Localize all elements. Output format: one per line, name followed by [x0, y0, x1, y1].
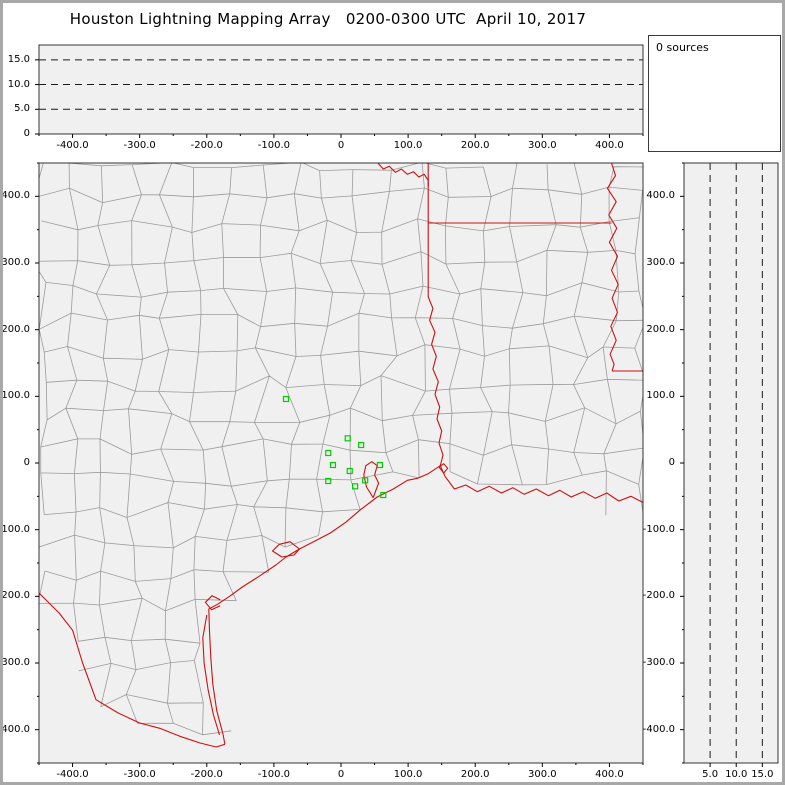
tick-label: 400.0	[595, 140, 624, 151]
tick-label: 300.0	[646, 257, 675, 268]
tick-label: -100.0	[642, 523, 675, 535]
tick-label: -100.0	[257, 769, 290, 780]
tick-label: 15.0	[751, 769, 774, 780]
lma-station-marker	[358, 441, 365, 449]
tick-label: -400.0	[0, 723, 30, 735]
tick-label: 400.0	[1, 190, 30, 202]
sources-count-box: 0 sources	[648, 35, 781, 152]
tick-label: -100.0	[0, 523, 30, 535]
tick-label: 100.0	[393, 769, 423, 780]
tick-label: 100.0	[646, 390, 675, 402]
tick-label: -200.0	[642, 590, 675, 602]
altitude-east-west-plot[interactable]	[39, 45, 643, 134]
lma-station-marker	[325, 449, 332, 457]
tick-label: 0	[337, 769, 345, 780]
tick-label: -400.0	[56, 140, 89, 151]
tick-label: 200.0	[1, 323, 30, 335]
tick-label: -400.0	[642, 723, 675, 735]
tick-label: 0	[668, 457, 675, 468]
tick-label: 200.0	[460, 140, 490, 151]
tick-label: 0	[23, 457, 30, 468]
tick-label: 5.0	[14, 103, 30, 115]
lma-station-marker	[380, 491, 387, 499]
rio-grande-line	[39, 592, 226, 748]
sources-count-label: 0 sources	[656, 41, 709, 54]
tick-label: -100.0	[257, 140, 290, 151]
tick-label: 10.0	[725, 769, 748, 780]
tick-label: 200.0	[646, 323, 675, 335]
tick-label: 0	[23, 128, 30, 139]
plot-canvas	[35, 44, 779, 767]
gulf-coastline-line	[208, 465, 643, 745]
altitude-north-south-plot[interactable]	[684, 163, 778, 763]
lma-station-marker	[344, 435, 351, 442]
laguna-madre-line	[202, 614, 221, 736]
tick-label: 0	[337, 140, 345, 151]
lma-station-marker	[346, 467, 353, 475]
matagorda-bay-line	[271, 541, 300, 558]
tick-label: -300.0	[642, 657, 675, 668]
tick-label: 300.0	[528, 769, 557, 780]
tick-label: 200.0	[460, 769, 490, 780]
tick-label: 5.0	[702, 769, 719, 780]
tick-label: 400.0	[646, 190, 675, 202]
tick-label: -300.0	[123, 769, 156, 780]
lma-station-marker	[325, 477, 332, 485]
tick-label: -200.0	[190, 769, 223, 780]
lma-station-marker	[376, 461, 384, 469]
tick-label: -400.0	[56, 769, 89, 780]
tick-label: -300.0	[123, 140, 156, 151]
sabine-river-tx-la-line	[427, 296, 444, 466]
tick-label: 300.0	[528, 140, 557, 151]
tick-label: -300.0	[0, 657, 30, 668]
map-panel-background	[39, 163, 643, 763]
tick-label: 15.0	[7, 53, 30, 65]
lma-station-marker	[362, 477, 369, 484]
tick-label: 100.0	[393, 140, 423, 151]
tick-label: -200.0	[0, 590, 30, 602]
sabine-lake-line	[438, 463, 449, 474]
tick-label: -200.0	[190, 140, 223, 151]
tick-label: 100.0	[1, 390, 30, 402]
window-title: Houston Lightning Mapping Array 0200-030…	[69, 10, 587, 28]
lma-station-marker	[282, 395, 290, 403]
corpus-christi-bay-line	[204, 595, 221, 611]
mississippi-river-line	[606, 163, 619, 372]
tick-label: 300.0	[1, 257, 30, 268]
plan-view-map-plot[interactable]	[39, 163, 643, 763]
lma-station-marker	[329, 461, 337, 469]
tick-label: 10.0	[7, 78, 30, 90]
tick-label: 400.0	[595, 769, 624, 780]
red-river-tx-ok-line	[377, 163, 429, 187]
lma-station-marker	[351, 483, 359, 490]
